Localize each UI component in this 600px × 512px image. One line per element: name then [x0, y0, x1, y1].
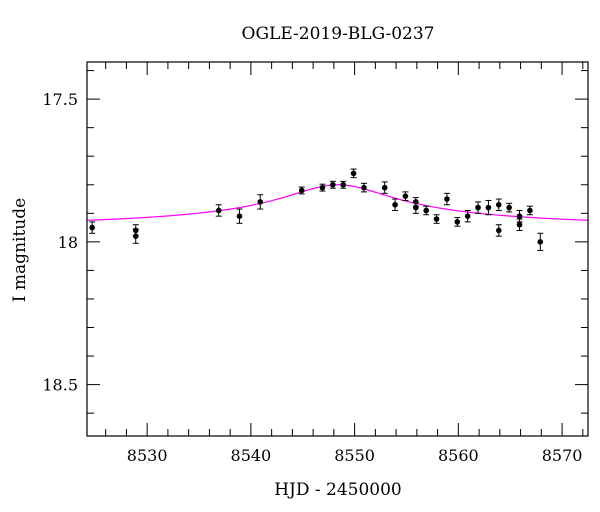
data-marker: [402, 193, 409, 199]
data-marker: [381, 184, 388, 191]
x-tick-label: 8540: [231, 446, 272, 465]
data-marker: [340, 181, 347, 188]
data-point: [340, 180, 347, 189]
data-point: [329, 180, 336, 189]
data-point: [381, 181, 388, 194]
data-point: [257, 194, 264, 210]
data-marker: [475, 204, 481, 211]
data-marker: [527, 207, 533, 214]
data-marker: [485, 204, 492, 211]
data-marker: [330, 181, 336, 188]
model-curve: [86, 184, 589, 221]
data-marker: [423, 207, 429, 214]
data-point: [537, 232, 544, 251]
data-marker: [516, 213, 523, 219]
y-tick-label: 18: [58, 233, 78, 252]
data-marker: [319, 184, 326, 191]
x-tick-label: 8560: [438, 446, 479, 465]
data-point: [412, 197, 419, 207]
data-point: [516, 218, 523, 231]
x-tick-label: 8570: [542, 446, 583, 465]
axis-ticks: 8530 8540 8550 8560 8570 17.5 18 18.5: [42, 62, 588, 465]
data-marker: [236, 213, 243, 219]
data-marker: [506, 204, 512, 211]
plot-area: [86, 168, 589, 251]
data-marker: [413, 199, 419, 205]
data-marker: [454, 219, 461, 225]
data-marker: [215, 207, 222, 214]
x-axis-label: HJD - 2450000: [274, 480, 402, 500]
data-point: [464, 209, 471, 223]
data-point: [433, 214, 440, 224]
data-point: [495, 224, 502, 237]
data-point: [236, 208, 243, 224]
data-point: [89, 221, 96, 234]
y-tick-label: 17.5: [42, 90, 78, 109]
data-marker: [495, 201, 502, 208]
data-point: [526, 205, 533, 216]
data-point: [360, 182, 367, 193]
data-marker: [516, 221, 523, 228]
data-point: [298, 186, 305, 195]
data-marker: [361, 184, 367, 191]
data-marker: [433, 216, 440, 222]
data-point: [495, 198, 502, 211]
data-marker: [132, 233, 139, 239]
x-tick-label: 8550: [334, 446, 375, 465]
data-marker: [350, 170, 357, 177]
data-point: [350, 168, 357, 179]
data-point: [443, 192, 450, 206]
data-point: [319, 183, 326, 192]
data-point: [402, 191, 409, 201]
data-point: [392, 198, 399, 211]
plot-frame: [86, 61, 589, 437]
data-point: [485, 199, 492, 216]
data-point: [132, 228, 139, 244]
chart-title: OGLE-2019-BLG-0237: [242, 24, 435, 44]
data-point: [506, 202, 513, 213]
data-marker: [537, 239, 544, 245]
data-marker: [89, 224, 95, 231]
x-tick-label: 8530: [127, 446, 168, 465]
data-marker: [257, 199, 264, 205]
data-marker: [444, 196, 450, 202]
data-marker: [298, 187, 305, 194]
data-point: [215, 204, 222, 217]
y-tick-label: 18.5: [42, 376, 78, 395]
data-marker: [392, 201, 398, 208]
data-marker: [495, 227, 502, 234]
data-point: [454, 217, 461, 227]
data-point: [475, 201, 482, 214]
y-axis-label: I magnitude: [10, 198, 30, 302]
data-marker: [464, 213, 471, 219]
data-point: [423, 205, 430, 216]
